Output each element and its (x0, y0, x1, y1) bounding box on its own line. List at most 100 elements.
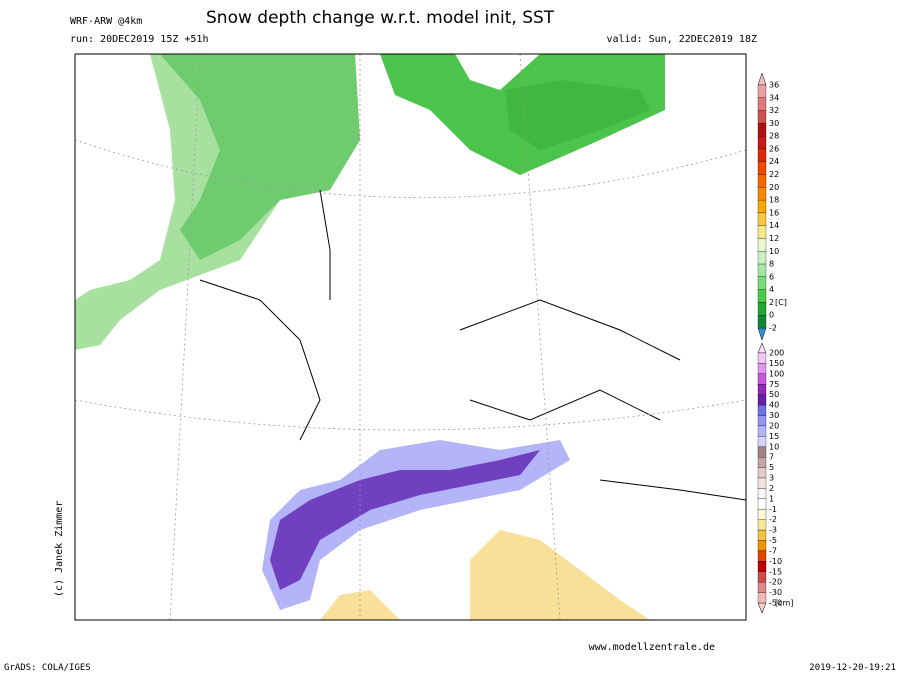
legend-swatch (757, 498, 767, 510)
legend-swatch (757, 477, 767, 489)
legend-swatch (757, 425, 767, 437)
legend-label: 4 (769, 285, 774, 294)
legend-swatch (757, 225, 767, 239)
legend-swatch (757, 446, 767, 458)
map (74, 53, 747, 621)
legend-label: 34 (769, 93, 779, 102)
legend-label: 100 (769, 369, 784, 378)
legend-swatch (757, 302, 767, 316)
legend-swatch (757, 84, 767, 98)
legend-label: 18 (769, 196, 779, 205)
adriatic-sst (470, 530, 650, 620)
legend-swatch (757, 238, 767, 252)
legend-label: 2 (769, 298, 774, 307)
legend-label: -1 (769, 505, 777, 514)
legend-label: 15 (769, 432, 779, 441)
legend-label: -10 (769, 557, 782, 566)
legend-label: 2 (769, 484, 774, 493)
title: Snow depth change w.r.t. model init, SST (206, 8, 555, 28)
legend-swatch (757, 161, 767, 175)
map-frame (74, 53, 747, 621)
legend-swatch (757, 212, 767, 226)
legend-swatch (757, 363, 767, 374)
legend-label: 30 (769, 411, 779, 420)
legend-label: 50 (769, 390, 779, 399)
borders (199, 189, 746, 501)
timestamp: 2019-12-20-19:21 (809, 663, 896, 673)
baltic-deep (505, 80, 650, 150)
valid-label: valid: Sun, 22DEC2019 18Z (606, 34, 757, 45)
legend-swatch (757, 110, 767, 124)
legend-label: -7 (769, 546, 777, 555)
website: www.modellzentrale.de (589, 642, 715, 653)
jutland (360, 95, 420, 150)
legend-label: -20 (769, 578, 782, 587)
legend-label: 20 (769, 421, 779, 430)
legend-label: 150 (769, 359, 784, 368)
legend-swatch (757, 289, 767, 303)
legend-swatch (757, 509, 767, 520)
legend-label: -5 (769, 536, 777, 545)
great-britain (75, 54, 175, 300)
legend-label: -50 (769, 599, 782, 608)
legend-swatch (757, 174, 767, 188)
legend-swatch (757, 550, 767, 562)
legend-label: 14 (769, 221, 779, 230)
legend-swatch (757, 352, 767, 364)
legend-swatch (757, 582, 767, 593)
legend-label: 6 (769, 272, 774, 281)
legend-label: 28 (769, 132, 779, 141)
legend-swatch (757, 592, 767, 604)
legend-swatch (757, 123, 767, 137)
legend-label: -2 (769, 515, 777, 524)
legend-swatch (757, 519, 767, 531)
legend-label: 8 (769, 260, 774, 269)
legend-label: 10 (769, 247, 779, 256)
legend-swatch (757, 404, 767, 416)
legend-swatch (757, 457, 767, 468)
legend-swatch (757, 97, 767, 111)
legend-label: -3 (769, 526, 777, 535)
run-label: run: 20DEC2019 15Z +51h (70, 34, 208, 45)
legend-label: 24 (769, 157, 779, 166)
legend-swatch (757, 136, 767, 150)
legend-unit: [cm] (775, 599, 793, 608)
alps-heavy-snow (270, 450, 540, 590)
legend-unit: [C] (775, 298, 787, 307)
legend-label: 12 (769, 234, 779, 243)
legend-swatch (757, 540, 767, 552)
legend-swatch (757, 276, 767, 290)
legend-label: 36 (769, 81, 779, 90)
legend-label: -15 (769, 567, 782, 576)
legend-swatch (757, 415, 767, 427)
legend-swatch (757, 251, 767, 265)
legend-swatch (757, 148, 767, 162)
credit: (c) Janek Zimmer (54, 501, 65, 597)
legend-label: 10 (769, 442, 779, 451)
legend-swatch (757, 263, 767, 277)
legend-swatch (757, 436, 767, 447)
legend-swatch (757, 394, 767, 406)
legend-label: 40 (769, 401, 779, 410)
model-label: WRF-ARW @4km (70, 16, 142, 27)
legend-label: -2 (769, 324, 777, 333)
legend-swatch (757, 571, 767, 583)
legend-swatch (757, 467, 767, 479)
legend-label: 3 (769, 474, 774, 483)
legend-label: 20 (769, 183, 779, 192)
legend-label: 1 (769, 494, 774, 503)
legend-label: -30 (769, 588, 782, 597)
legend-label: 0 (769, 311, 774, 320)
legend-swatch (757, 529, 767, 541)
alps-snow (262, 440, 570, 610)
legend-label: 26 (769, 144, 779, 153)
software: GrADS: COLA/IGES (4, 663, 91, 673)
legend-swatch (757, 199, 767, 214)
legend-swatch (757, 187, 767, 201)
legend-swatch (757, 488, 767, 499)
legend-label: 30 (769, 119, 779, 128)
legend-label: 32 (769, 106, 779, 115)
graticule (75, 54, 746, 620)
